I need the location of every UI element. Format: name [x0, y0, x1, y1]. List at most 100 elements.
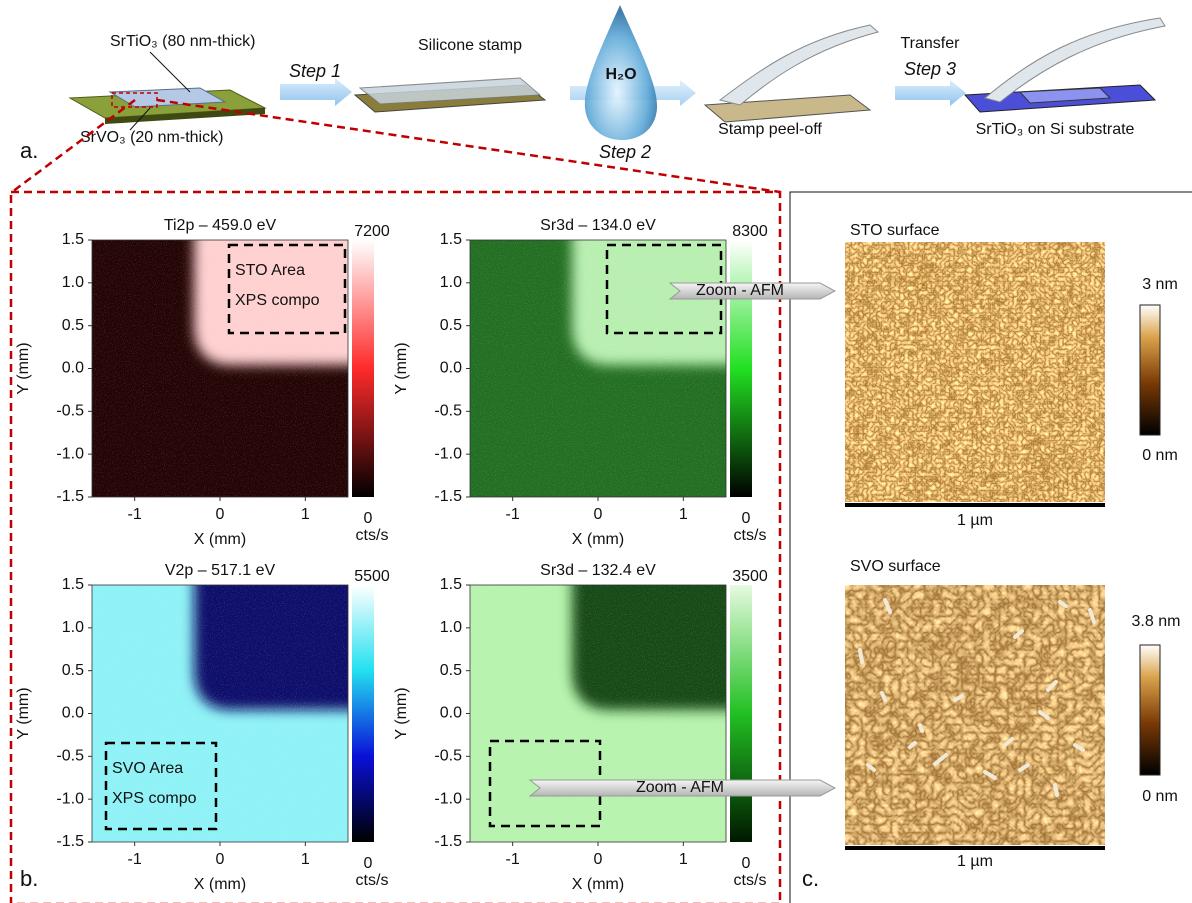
y-tick-label: 0.5	[440, 662, 462, 679]
sto-film	[108, 87, 227, 108]
y-tick-label: 0.5	[62, 317, 84, 334]
x-axis-label: X (mm)	[194, 876, 246, 893]
y-tick-label: 0.5	[440, 317, 462, 334]
pointer	[149, 51, 191, 93]
y-tick-label: 1.0	[440, 274, 462, 291]
pointer	[129, 107, 151, 131]
x-axis-label: X (mm)	[572, 531, 624, 548]
substrate-edge	[105, 108, 265, 124]
y-tick-label: -1.5	[434, 488, 462, 505]
cbar-label: 3.8 nm	[1132, 613, 1181, 630]
label: Silicone stamp	[418, 37, 522, 54]
cbar-label: cts/s	[356, 872, 389, 889]
box-label: STO Area	[235, 262, 305, 279]
y-tick-label: -1.5	[56, 833, 84, 850]
label: SrVO₃ (20 nm-thick)	[80, 129, 223, 146]
cbar-label: 3500	[732, 568, 768, 585]
panel-c-frame	[789, 191, 1192, 903]
x-tick-label: 1	[679, 851, 688, 868]
y-tick-label: 1.0	[440, 619, 462, 636]
cbar-label: 5500	[354, 568, 390, 585]
xps-area-box	[227, 243, 347, 335]
y-tick-label: 1.5	[440, 576, 462, 593]
colorbar	[1139, 644, 1161, 776]
label: Transfer	[901, 35, 961, 52]
zoom-arrow	[528, 779, 837, 797]
panel-a: SrTiO₃ (80 nm-thick) SrVO₃ (20 nm-thick)…	[11, 5, 1166, 194]
cbar-label: 0 nm	[1142, 447, 1178, 464]
cbar-label: cts/s	[356, 527, 389, 544]
step-label: Step 2	[599, 142, 651, 162]
y-tick-label: -1.0	[56, 790, 84, 807]
x-tick-label: 1	[679, 506, 688, 523]
colorbar	[352, 240, 374, 497]
cbar-label: 8300	[732, 223, 768, 240]
y-tick-label: 1.0	[62, 619, 84, 636]
x-axis-label: X (mm)	[572, 876, 624, 893]
stamp	[358, 77, 542, 105]
x-tick-label: 0	[216, 851, 225, 868]
sto-film	[1018, 87, 1112, 104]
label: Stamp peel-off	[718, 121, 822, 138]
x-tick-label: -1	[506, 506, 520, 523]
colorbar	[352, 585, 374, 842]
x-axis-label: X (mm)	[194, 531, 246, 548]
cbar-label: cts/s	[734, 527, 767, 544]
cbar-label: 0	[364, 510, 373, 527]
x-tick-label: 1	[301, 506, 310, 523]
y-tick-label: -0.5	[434, 748, 462, 765]
cbar-label: 3 nm	[1142, 276, 1178, 293]
zoom-label: Zoom - AFM	[636, 779, 724, 796]
y-tick-label: 0.0	[440, 705, 462, 722]
panel-label: b.	[20, 866, 38, 891]
map-image	[470, 240, 726, 497]
cbar-label: 0	[742, 855, 751, 872]
map-title: V2p – 517.1 eV	[165, 562, 276, 579]
y-tick-label: -1.0	[56, 445, 84, 462]
colorbar	[730, 240, 752, 497]
stamp	[983, 17, 1166, 103]
afm-image	[845, 585, 1105, 845]
y-tick-label: -1.0	[434, 790, 462, 807]
y-tick-label: 1.5	[62, 231, 84, 248]
x-tick-label: -1	[128, 851, 142, 868]
y-axis-label: Y (mm)	[15, 342, 32, 394]
map-title: Sr3d – 132.4 eV	[540, 562, 656, 579]
map-image	[92, 585, 348, 842]
x-tick-label: 0	[216, 506, 225, 523]
water-drop	[584, 5, 658, 140]
arrow	[895, 80, 966, 106]
panel-label: a.	[20, 138, 38, 163]
afm-rods	[858, 598, 1096, 797]
colorbar	[1139, 304, 1161, 436]
image-title: SVO surface	[850, 558, 941, 575]
cbar-label: 0	[364, 855, 373, 872]
y-tick-label: 0.0	[440, 360, 462, 377]
label: SrTiO₃ on Si substrate	[976, 121, 1135, 138]
y-tick-label: 1.0	[62, 274, 84, 291]
y-tick-label: -0.5	[56, 748, 84, 765]
map-image	[470, 585, 726, 842]
x-tick-label: -1	[128, 506, 142, 523]
x-tick-label: -1	[506, 851, 520, 868]
scale-label: 1 µm	[957, 512, 993, 529]
label: SrTiO₃ (80 nm-thick)	[110, 33, 256, 50]
box-label: SVO Area	[112, 760, 183, 777]
y-axis-label: Y (mm)	[393, 342, 410, 394]
y-tick-label: -1.5	[434, 833, 462, 850]
y-tick-label: -0.5	[434, 403, 462, 420]
map-title: Sr3d – 134.0 eV	[540, 217, 656, 234]
substrate	[703, 94, 872, 123]
zoom-line	[156, 98, 781, 194]
step-label: Step 3	[904, 59, 956, 79]
y-axis-label: Y (mm)	[393, 687, 410, 739]
y-axis-label: Y (mm)	[15, 687, 32, 739]
cbar-label: 0 nm	[1142, 788, 1178, 805]
y-tick-label: 1.5	[62, 576, 84, 593]
panel-b-frame	[9, 190, 782, 903]
colorbar	[730, 585, 752, 842]
panel-label: c.	[802, 866, 819, 891]
